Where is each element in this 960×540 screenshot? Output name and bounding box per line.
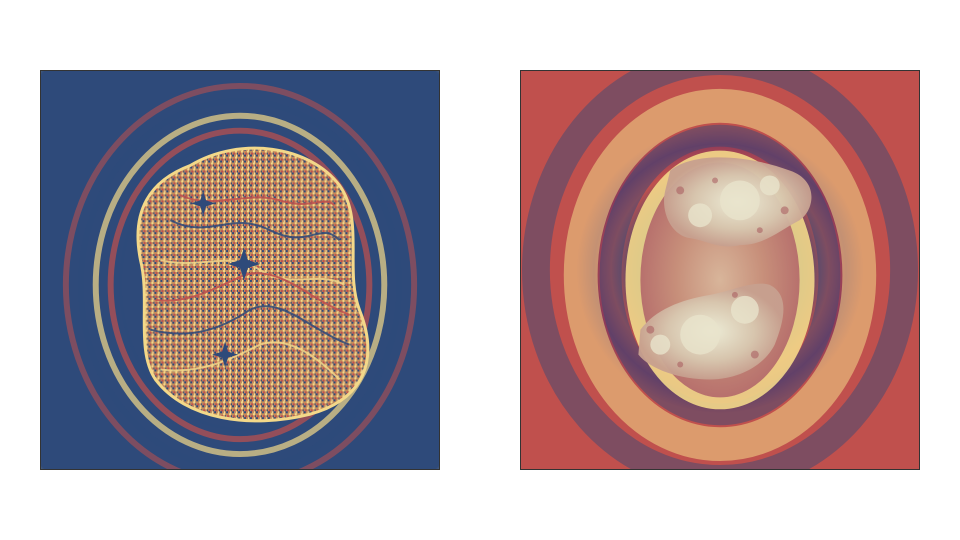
left-fractal-image (41, 71, 439, 469)
left-star-centres (191, 191, 260, 368)
right-julia-set (638, 157, 812, 380)
left-fractal-panel (40, 70, 440, 470)
left-fractal-core (136, 146, 370, 423)
right-fractal-image (521, 71, 919, 469)
left-ring-group (62, 82, 418, 469)
right-ring-group (522, 71, 918, 469)
left-swirl-lines (150, 194, 350, 381)
right-fractal-panel (520, 70, 920, 470)
